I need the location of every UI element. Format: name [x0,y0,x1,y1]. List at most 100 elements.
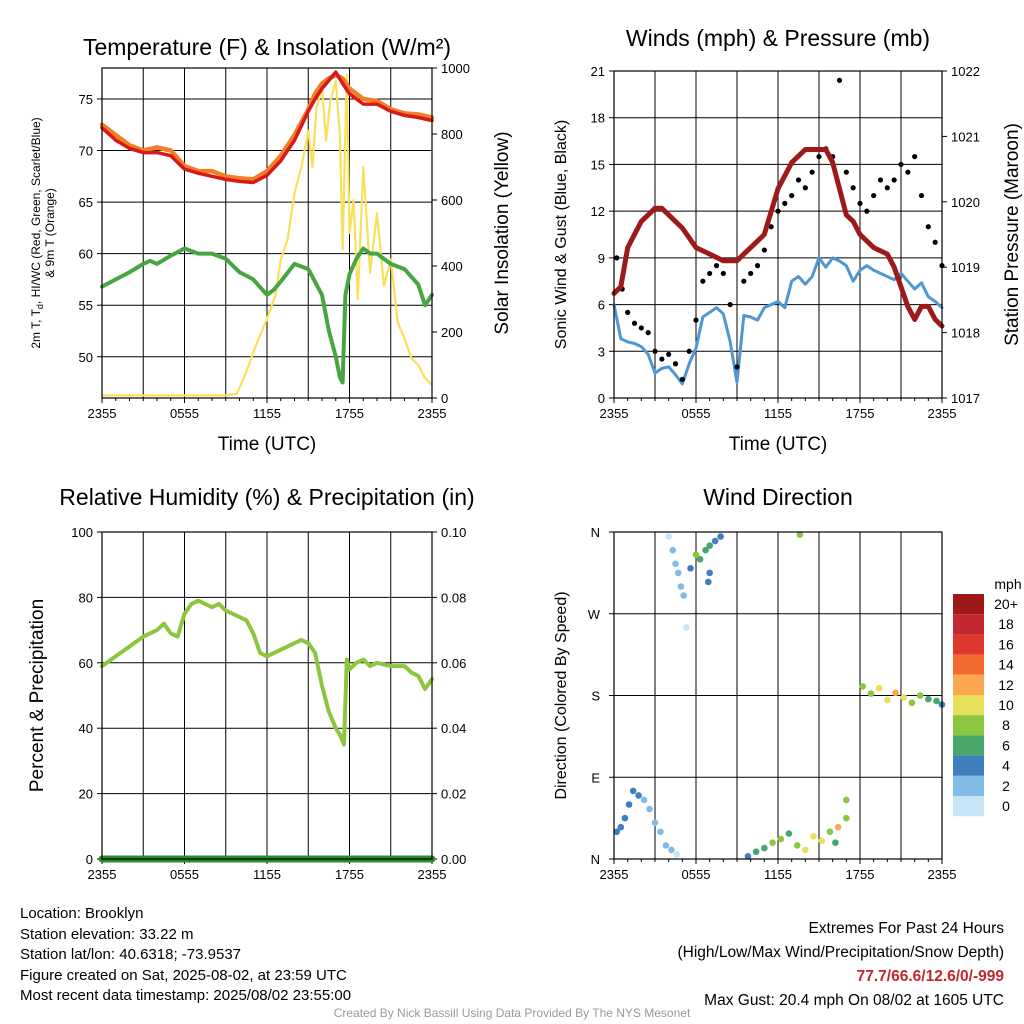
gust-point [836,77,843,83]
x-axis-label: Time (UTC) [218,434,317,455]
gust-point [720,270,726,277]
x-tick-label: 0555 [170,867,199,882]
legend-swatch [953,775,984,796]
max-gust: Max Gust: 20.4 mph On 08/02 at 1605 UTC [704,992,1004,1009]
x-tick-label: 1755 [846,867,875,882]
chart-title: Temperature (F) & Insolation (W/m²) [83,34,451,60]
direction-point [668,846,675,854]
gust-point [748,270,754,277]
credit-line: Created By Nick Bassill Using Data Provi… [333,1006,691,1020]
y-axis-label: Direction (Colored By Speed) [553,591,570,799]
direction-point [752,848,760,856]
direction-point [793,842,801,849]
y2-tick-label: 1019 [951,260,980,275]
y2-tick-label: 1017 [951,391,980,406]
x-tick-label: 0555 [170,406,199,421]
gust-point [802,185,808,191]
y2-axis-label: Solar Insolation (Yellow) [492,131,513,334]
station-info: Location: Brooklyn Station elevation: 33… [20,904,351,1007]
gust-point [905,169,911,175]
direction-point [640,796,648,804]
x-tick-label: 1755 [335,406,364,421]
y-tick-label: 80 [79,590,93,605]
direction-point [843,796,850,804]
legend-label: 8 [1002,717,1010,733]
legend-swatch [953,715,984,736]
gust-point [877,177,884,183]
direction-point [672,560,679,568]
gust-point [741,278,747,284]
direction-point [933,697,940,705]
direction-point [826,828,834,836]
y-tick-label: 100 [71,525,93,540]
y-tick-label: S [591,689,600,704]
gust-point [761,247,767,253]
direction-point [818,837,826,845]
direction-point [908,699,916,707]
x-tick-label: 0555 [682,867,711,882]
gust-point [638,325,644,331]
x-axis-label: Time (UTC) [729,434,828,455]
direction-point [834,823,842,831]
gust-point [700,278,706,284]
y2-tick-label: 0.02 [441,787,466,802]
gust-point [775,208,781,214]
y2-tick-label: 0 [441,391,448,406]
temperature-insolation-panel: Temperature (F) & Insolation (W/m²)2355 0… [29,34,513,455]
direction-point [651,819,659,826]
gust-point [679,376,685,382]
y-tick-label: 55 [79,298,93,313]
x-tick-label: 0555 [682,406,711,421]
y-tick-label: 6 [598,298,605,313]
humidity-line [100,598,434,747]
direction-point [810,832,817,840]
x-tick-label: 2355 [88,406,117,421]
direction-point [744,852,752,860]
y2-tick-label: 0.06 [441,656,466,671]
x-tick-label: 2355 [418,406,447,421]
gust-point [871,192,877,199]
y-tick-label: 15 [591,157,605,172]
y-tick-label: 0 [598,391,605,406]
y-tick-label: 75 [79,92,93,107]
winds-pressure-panel: Winds (mph) & Pressure (mb) 2355 0555 1155 1… [553,25,1023,455]
gust-point [645,330,651,336]
plot-frame [613,531,943,860]
station-location: Location: Brooklyn [20,905,144,922]
y2-tick-label: 1018 [951,326,980,341]
y-tick-label: 0 [86,852,93,867]
direction-point [769,839,776,846]
legend-swatch [953,654,984,675]
pressure-line [611,147,945,329]
y-tick-label: N [591,525,600,540]
direction-point [696,555,704,563]
legend-swatch [953,735,984,756]
gust-point [782,200,788,206]
y2-tick-label: 1021 [951,129,980,144]
gust-point [918,192,925,199]
direction-point [711,537,719,545]
temperature-2m-line [100,70,434,185]
legend-label: 18 [998,616,1014,632]
legend-label: 2 [1002,778,1010,794]
chart-title: Wind Direction [703,484,853,510]
direction-point [646,805,653,813]
direction-point [621,814,629,822]
y-tick-label: N [591,852,600,867]
direction-point [785,830,793,837]
y2-tick-label: 400 [441,259,463,274]
x-tick-label: 1155 [253,406,281,421]
gust-point [816,154,822,160]
y2-tick-label: 0.10 [441,525,466,540]
y2-tick-label: 1000 [441,61,470,76]
direction-point [625,801,633,808]
wind-speed-legend: mph 20+ 18 16 14 12 10 8 6 4 2 0 [953,576,1022,817]
gust-point [707,270,713,277]
y-tick-label: 70 [79,144,93,159]
chart-title: Relative Humidity (%) & Precipitation (i… [59,484,474,510]
gust-point [898,161,904,168]
station-elevation: Station elevation: 33.22 m [20,925,194,943]
x-tick-label: 2355 [928,867,957,882]
legend-swatch [953,594,984,615]
